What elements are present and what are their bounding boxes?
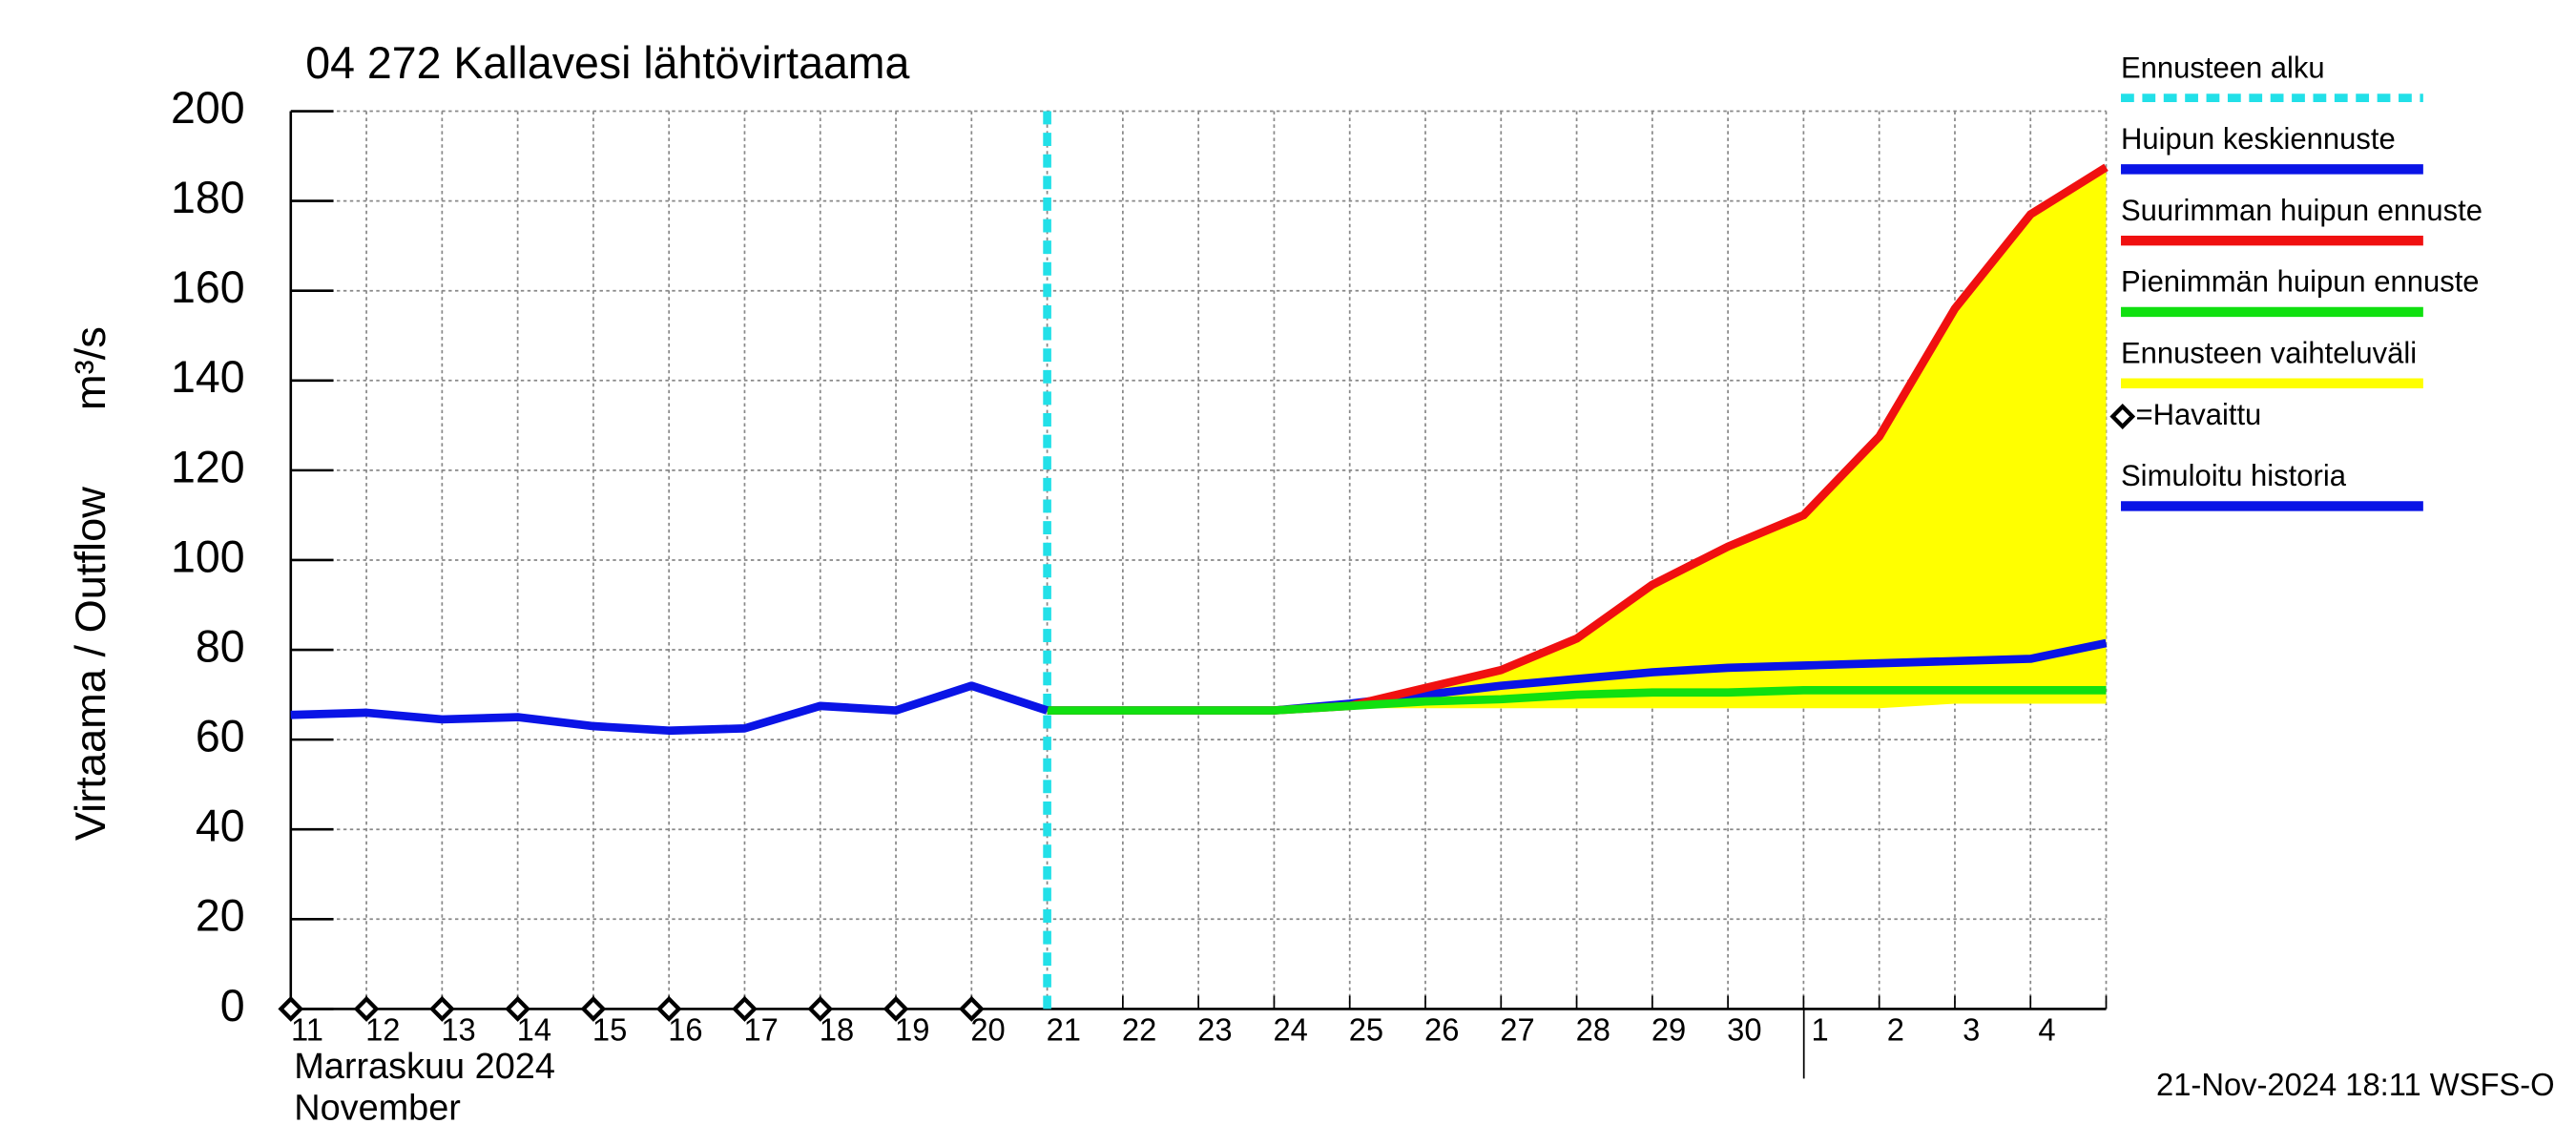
x-tick-label: 22 bbox=[1122, 1011, 1156, 1047]
legend-label: =Havaittu bbox=[2136, 398, 2262, 431]
x-tick-label: 30 bbox=[1727, 1011, 1761, 1047]
series-line bbox=[1047, 686, 2107, 715]
observed-marker bbox=[883, 995, 909, 1022]
observed-marker bbox=[655, 995, 682, 1022]
x-tick-label: 21 bbox=[1047, 1011, 1081, 1047]
x-tick-label: 11 bbox=[291, 1011, 323, 1047]
y-tick-label: 80 bbox=[196, 621, 245, 671]
x-tick-label: 4 bbox=[2038, 1011, 2055, 1047]
y-tick-label: 60 bbox=[196, 711, 245, 760]
observed-marker bbox=[278, 995, 304, 1022]
x-tick-label: 2 bbox=[1887, 1011, 1904, 1047]
legend-label: Simuloitu historia bbox=[2121, 459, 2347, 492]
legend-marker bbox=[2109, 404, 2136, 430]
x-tick-label: 25 bbox=[1349, 1011, 1383, 1047]
y-tick-label: 160 bbox=[171, 262, 245, 312]
legend-label: Ennusteen vaihteluväli bbox=[2121, 336, 2417, 369]
observed-marker bbox=[807, 995, 834, 1022]
y-tick-label: 20 bbox=[196, 891, 245, 941]
x-tick-label: 18 bbox=[820, 1011, 854, 1047]
chart-title: 04 272 Kallavesi lähtövirtaama bbox=[305, 38, 909, 88]
x-tick-label: 24 bbox=[1273, 1011, 1307, 1047]
x-tick-label: 3 bbox=[1963, 1011, 1980, 1047]
legend-label: Huipun keskiennuste bbox=[2121, 122, 2396, 156]
observed-marker bbox=[580, 995, 607, 1022]
x-tick-label: 19 bbox=[895, 1011, 929, 1047]
y-tick-label: 200 bbox=[171, 83, 245, 133]
x-tick-label: 12 bbox=[365, 1011, 400, 1047]
y-tick-label: 40 bbox=[196, 801, 245, 850]
x-tick-label: 13 bbox=[441, 1011, 475, 1047]
y-axis-label: Virtaama / Outflow bbox=[66, 487, 114, 842]
y-tick-label: 0 bbox=[220, 981, 245, 1030]
x-tick-label: 29 bbox=[1652, 1011, 1686, 1047]
observed-marker bbox=[958, 995, 985, 1022]
y-tick-label: 180 bbox=[171, 173, 245, 222]
y-tick-label: 100 bbox=[171, 531, 245, 581]
x-axis-label-2: November bbox=[294, 1088, 461, 1128]
observed-marker bbox=[428, 995, 455, 1022]
x-axis-label: Marraskuu 2024 bbox=[294, 1047, 555, 1087]
x-tick-label: 14 bbox=[517, 1011, 551, 1047]
x-tick-label: 26 bbox=[1424, 1011, 1459, 1047]
y-tick-label: 140 bbox=[171, 352, 245, 402]
x-tick-label: 20 bbox=[970, 1011, 1005, 1047]
x-tick-label: 28 bbox=[1576, 1011, 1610, 1047]
x-tick-label: 17 bbox=[743, 1011, 778, 1047]
range-area bbox=[1047, 167, 2107, 711]
y-axis-unit: m³/s bbox=[66, 326, 114, 410]
x-tick-label: 15 bbox=[592, 1011, 627, 1047]
footer: 21-Nov-2024 18:11 WSFS-O bbox=[2156, 1067, 2555, 1102]
legend-label: Pienimmän huipun ennuste bbox=[2121, 265, 2480, 299]
y-tick-label: 120 bbox=[171, 442, 245, 491]
x-tick-label: 16 bbox=[668, 1011, 702, 1047]
series-line bbox=[290, 681, 1049, 736]
observed-marker bbox=[353, 995, 380, 1022]
legend-label: Ennusteen alku bbox=[2121, 51, 2325, 84]
observed-marker bbox=[732, 995, 758, 1022]
observed-marker bbox=[505, 995, 531, 1022]
x-tick-label: 23 bbox=[1197, 1011, 1232, 1047]
legend-label: Suurimman huipun ennuste bbox=[2121, 194, 2483, 227]
x-tick-label: 27 bbox=[1500, 1011, 1534, 1047]
x-tick-label: 1 bbox=[1812, 1011, 1829, 1047]
